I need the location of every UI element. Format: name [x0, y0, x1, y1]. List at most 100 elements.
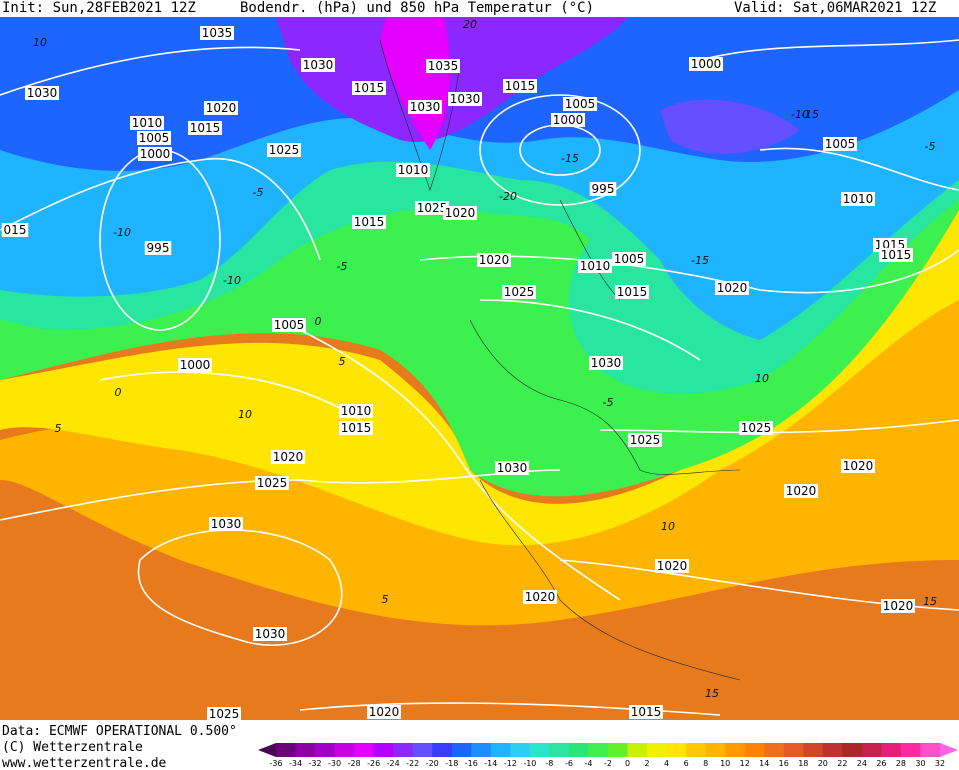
isobar-label: 1010	[132, 116, 163, 130]
colorbar-tick-label: -12	[504, 759, 517, 768]
isobar-label-box	[200, 26, 234, 40]
colorbar-tick-label: 8	[703, 759, 708, 768]
colorbar-tick-label: -34	[289, 759, 302, 768]
colorbar-cell	[412, 743, 433, 757]
temperature-label: 0	[315, 315, 322, 328]
colorbar-tick-label: -8	[545, 759, 553, 768]
isobar-label: 1005	[139, 131, 170, 145]
colorbar-cell	[647, 743, 668, 757]
isobar-label-box	[443, 206, 477, 220]
temperature-label: 20	[463, 18, 477, 31]
temperature-label: -10	[113, 226, 131, 239]
colorbar-min-arrow	[258, 743, 276, 757]
isobar-label-box	[881, 599, 915, 613]
isobar-label: 1005	[825, 137, 856, 151]
isobar-label-box	[629, 705, 663, 719]
isobar-label-box	[339, 421, 373, 435]
isobar-label: 015	[4, 223, 27, 237]
temperature-label: 15	[923, 595, 937, 608]
yellow-band	[0, 210, 959, 546]
colorbar-tick-label: 22	[837, 759, 847, 768]
isobar-label-box	[396, 163, 430, 177]
colorbar: -36 -34 -32 -30 -28 -26 -24 -22 -20 -18 -16 -14 -12-…	[258, 743, 958, 768]
isobar-label: 1025	[417, 201, 448, 215]
isobar-label-box	[841, 459, 875, 473]
isobar-label-box	[841, 192, 875, 206]
colorbar-tick-label: -36	[269, 759, 282, 768]
isobar-label-box	[25, 86, 59, 100]
isobar-label: 1025	[504, 285, 535, 299]
temperature-label: 5	[382, 593, 389, 606]
isobar-label: 1005	[565, 97, 596, 111]
temperature-label: -5	[337, 260, 348, 273]
temperature-label: 15	[705, 687, 719, 700]
isobar-label: 1015	[631, 705, 662, 719]
isobar-label: 1025	[209, 707, 240, 721]
isobar-label-box	[352, 215, 386, 229]
temperature-label: -15	[801, 108, 819, 121]
isobar-label-box	[477, 253, 511, 267]
colorbar-cell	[373, 743, 394, 757]
temperature-label: 10	[755, 372, 769, 385]
colorbar-cell	[510, 743, 531, 757]
isobar-label: 1030	[255, 627, 286, 641]
isobar-label: 1030	[27, 86, 58, 100]
isobar-label-box	[188, 121, 222, 135]
colorbar-cell	[529, 743, 550, 757]
temperature-label: -5	[925, 140, 936, 153]
colorbar-cell	[568, 743, 589, 757]
isobar-label: 1010	[580, 259, 611, 273]
colorbar-tick-label: 10	[720, 759, 730, 768]
colorbar-tick-label: 4	[664, 759, 669, 768]
isobar-label: 1025	[630, 433, 661, 447]
isobar-label-box	[415, 201, 449, 215]
isobar-label-box	[689, 57, 723, 71]
data-source: Data: ECMWF OPERATIONAL 0.500°	[2, 724, 237, 739]
colorbar-cell	[666, 743, 687, 757]
isobar-label: 1010	[843, 192, 874, 206]
colorbar-tick-label: 6	[684, 759, 689, 768]
colorbar-tick-label: 24	[857, 759, 867, 768]
isobar-label: 1005	[274, 318, 305, 332]
isobar-label-box	[563, 97, 597, 111]
isobar-label: 1020	[479, 253, 510, 267]
colorbar-tick-label: 0	[625, 759, 630, 768]
colorbar-tick-label: 14	[759, 759, 769, 768]
isobar-label: 1020	[843, 459, 874, 473]
isobar-label: 1000	[180, 358, 211, 372]
isobar-label-box	[715, 281, 749, 295]
isobar-label-box	[367, 705, 401, 719]
isobar-label: 1015	[341, 421, 372, 435]
copyright: (C) Wetterzentrale	[2, 740, 143, 755]
isobar-label: 1020	[445, 206, 476, 220]
temperature-label: -5	[603, 396, 614, 409]
colorbar-cell	[315, 743, 336, 757]
colorbar-cell	[354, 743, 375, 757]
colorbar-cell	[725, 743, 746, 757]
colorbar-tick-label: -2	[604, 759, 612, 768]
valid-time: Valid: Sat,06MAR2021 12Z	[734, 0, 936, 16]
temperature-label: 10	[661, 520, 675, 533]
colorbar-tick-label: -6	[565, 759, 573, 768]
isobar-label-box	[209, 517, 243, 531]
isobar-label: 1020	[786, 484, 817, 498]
website: www.wetterzentrale.de	[2, 756, 167, 770]
isobar-label-box	[823, 137, 857, 151]
isobar-label-box	[589, 356, 623, 370]
colorbar-cell	[276, 743, 297, 757]
colorbar-tick-label: -10	[523, 759, 536, 768]
isobar-label: 1020	[206, 101, 237, 115]
colorbar-tick-label: -28	[348, 759, 361, 768]
isobar-label-box	[253, 627, 287, 641]
isobar-label: 1015	[505, 79, 536, 93]
temperature-label: 5	[339, 355, 346, 368]
init-time: Init: Sun,28FEB2021 12Z	[2, 0, 196, 16]
temperature-label: 10	[33, 36, 47, 49]
isobar-label-box	[255, 476, 289, 490]
colorbar-cell	[334, 743, 355, 757]
isobar-label-box	[739, 421, 773, 435]
isobar-label: 1020	[657, 559, 688, 573]
colorbar-cell	[881, 743, 902, 757]
isobar-label: 1030	[211, 517, 242, 531]
